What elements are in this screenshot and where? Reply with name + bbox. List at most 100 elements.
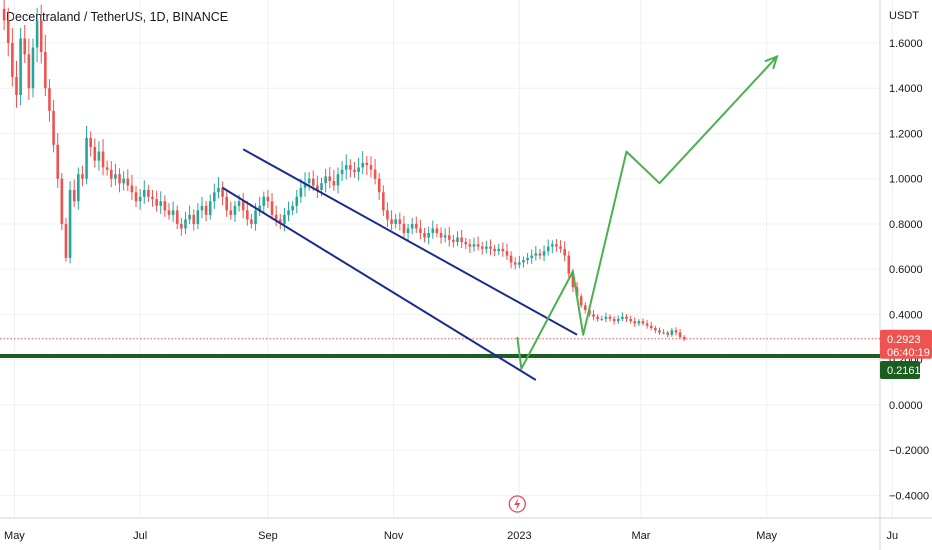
candle-body	[258, 205, 261, 211]
channel-lower-line[interactable]	[222, 186, 537, 381]
candle-body	[501, 248, 505, 252]
candle-body	[109, 169, 113, 179]
time-axis-tick-label: Mar	[631, 530, 650, 542]
candle-body	[538, 253, 542, 256]
candle-body	[105, 167, 109, 170]
candle-body	[505, 251, 509, 256]
candle-body	[246, 210, 249, 220]
candle-body	[579, 296, 583, 306]
time-axis-tick-label: Jul	[133, 530, 147, 542]
candle-body	[460, 237, 463, 243]
price-axis-tick-label: 0.6000	[889, 264, 923, 276]
candle-body	[126, 178, 130, 186]
candle-body	[167, 210, 171, 215]
candle-body	[6, 20, 10, 43]
candle-body	[497, 248, 501, 252]
time-axis-tick-label: May	[4, 530, 25, 542]
candle-body	[625, 316, 628, 319]
candle-body	[278, 219, 282, 224]
candle-body	[336, 174, 340, 186]
candle-body	[472, 244, 476, 247]
candle-body	[386, 210, 389, 220]
candle-body	[142, 190, 146, 197]
candle-body	[23, 38, 27, 55]
candle-body	[654, 327, 657, 331]
candle-body	[196, 210, 200, 224]
price-axis-tick-label: 1.6000	[889, 38, 923, 50]
candle-body	[138, 196, 142, 202]
candle-body	[68, 190, 72, 258]
candle-body	[118, 174, 121, 184]
candle-body	[666, 332, 670, 335]
candle-body	[122, 178, 125, 184]
candle-body	[254, 210, 257, 224]
candle-body	[489, 246, 492, 249]
candle-body	[237, 201, 241, 206]
candle-body	[299, 187, 303, 197]
candle-body	[147, 190, 150, 197]
candle-body	[64, 223, 68, 258]
candle-body	[678, 332, 682, 338]
candle-body	[11, 42, 14, 77]
candle-body	[101, 151, 105, 168]
candle-body	[200, 205, 204, 211]
candle-body	[398, 219, 402, 224]
candle-body	[608, 316, 612, 319]
candle-body	[44, 52, 47, 89]
candle-body	[369, 165, 373, 170]
candle-body	[72, 190, 76, 202]
candle-body	[316, 185, 319, 191]
candle-body	[151, 196, 154, 200]
candle-body	[328, 176, 332, 181]
candle-body	[130, 185, 134, 193]
candle-body	[175, 210, 179, 224]
candle-body	[447, 235, 451, 240]
candle-body	[674, 330, 678, 333]
candle-body	[641, 321, 645, 324]
time-axis-tick-label: Nov	[384, 530, 404, 542]
candle-body	[658, 330, 661, 333]
candle-body	[295, 196, 299, 206]
candle-body	[443, 235, 447, 238]
candle-body	[534, 253, 538, 256]
candle-body	[303, 183, 307, 188]
candle-body	[464, 242, 468, 245]
channel-upper-line[interactable]	[242, 148, 578, 336]
candle-body	[287, 210, 290, 215]
candle-body	[645, 323, 649, 326]
candle-body	[390, 219, 393, 224]
candle-body	[56, 144, 60, 179]
candle-body	[357, 167, 360, 172]
candle-body	[163, 201, 167, 211]
candle-body	[402, 223, 406, 233]
time-axis-tick-label: Sep	[258, 530, 278, 542]
candle-body	[555, 244, 558, 247]
price-axis-tick-label: 0.4000	[889, 309, 923, 321]
candle-body	[27, 54, 31, 89]
candle-body	[266, 196, 270, 202]
candle-body	[324, 176, 327, 184]
projection-path[interactable]	[516, 55, 778, 370]
candle-body	[262, 196, 266, 206]
candle-body	[526, 257, 529, 261]
candle-body	[559, 246, 562, 249]
candle-body	[77, 174, 80, 202]
candle-body	[546, 246, 550, 252]
candle-body	[320, 183, 323, 191]
current-price-tag	[880, 329, 932, 359]
candle-body	[616, 318, 620, 322]
candle-body	[431, 228, 435, 233]
candle-body	[241, 201, 245, 211]
candle-body	[340, 169, 344, 175]
candle-body	[427, 232, 430, 238]
candle-body	[456, 237, 459, 243]
candle-body	[621, 316, 624, 319]
candle-body	[439, 232, 443, 238]
candle-body	[423, 232, 426, 238]
candle-body	[134, 192, 138, 202]
price-axis-tick-label: 1.0000	[889, 174, 923, 186]
candle-body	[493, 248, 496, 252]
candle-countdown: 06:40:19	[887, 347, 930, 359]
candle-body	[480, 246, 484, 249]
